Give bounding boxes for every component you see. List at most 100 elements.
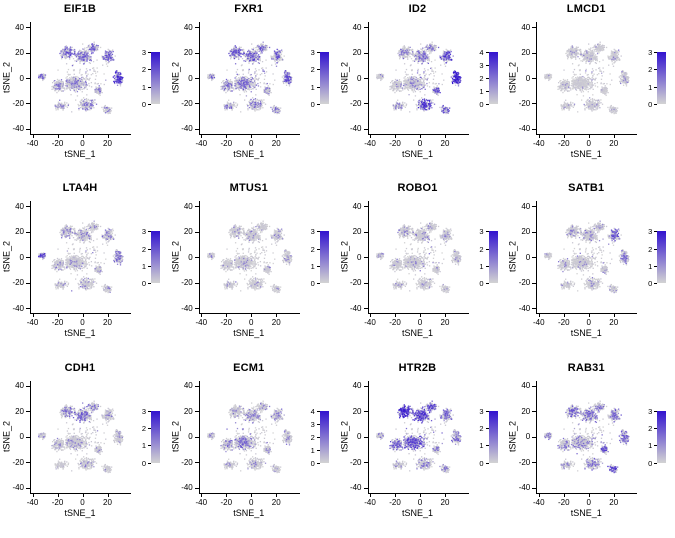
expression-colorbar-gradient: [151, 231, 160, 284]
x-tick-mark: [588, 314, 590, 318]
colorbar-tick-mark: [316, 69, 320, 71]
y-tick-label: 0: [525, 432, 531, 442]
y-tick-mark: [532, 27, 537, 29]
tsne-panel-HTR2B: HTR2B tSNE_2 tSNE_1 -40 -20 0 20 40 20 0 -20 -40…: [338, 359, 507, 538]
x-tick-label: -40: [26, 497, 39, 507]
x-tick-label: -20: [51, 318, 64, 328]
y-tick-label: 0: [188, 432, 193, 442]
expression-colorbar-gradient: [657, 231, 667, 284]
x-tick-label: 20: [609, 318, 619, 328]
y-tick-label: 0: [357, 432, 362, 442]
x-tick-mark: [395, 314, 396, 318]
x-tick-mark: [538, 314, 540, 318]
y-tick-label: 40: [183, 22, 193, 32]
x-tick-label: -20: [51, 139, 64, 148]
expression-colorbar-gradient: [488, 410, 498, 463]
y-tick-label: -40: [181, 483, 193, 493]
y-tick-label: 20: [15, 227, 24, 237]
colorbar-tick-label: 0: [141, 100, 146, 109]
panel-title-gene-name: ECM1: [233, 361, 265, 374]
x-tick-mark: [276, 493, 278, 497]
y-tick-mark: [26, 78, 30, 79]
x-tick-label: 0: [586, 497, 591, 507]
y-tick-mark: [363, 385, 368, 387]
x-axis-label: tSNE_1: [64, 149, 96, 159]
y-tick-label: -20: [349, 278, 362, 288]
y-tick-mark: [532, 206, 537, 208]
y-tick-mark: [363, 308, 368, 310]
x-tick-label: 20: [271, 318, 281, 328]
colorbar-tick-mark: [148, 265, 151, 267]
x-tick-label: -20: [220, 139, 233, 148]
x-tick-mark: [370, 493, 371, 497]
x-axis-label: tSNE_1: [233, 328, 265, 339]
y-tick-mark: [363, 257, 368, 259]
plot-area: [30, 22, 131, 135]
x-tick-label: -40: [532, 139, 545, 148]
y-tick-mark: [363, 231, 368, 233]
y-tick-label: -40: [181, 303, 193, 313]
y-tick-mark: [532, 257, 537, 259]
x-tick-label: 0: [249, 497, 254, 507]
y-tick-label: 40: [352, 201, 362, 211]
y-tick-label: 40: [15, 201, 24, 211]
colorbar-tick-mark: [654, 86, 658, 88]
y-tick-mark: [532, 231, 537, 233]
tsne-panel-EIF1B: EIF1B tSNE_2 tSNE_1 -40 -20 0 20 40 20 0 -20 -40…: [0, 0, 169, 179]
y-tick-mark: [26, 487, 30, 489]
y-tick-label: 0: [188, 252, 193, 262]
colorbar-tick-label: 3: [310, 227, 315, 237]
x-tick-mark: [57, 135, 59, 138]
x-tick-label: 0: [417, 318, 423, 328]
panel-title-gene-name: LTA4H: [62, 182, 98, 195]
colorbar-tick-label: 2: [310, 65, 315, 75]
x-tick-label: -20: [389, 497, 401, 507]
x-axis-label: tSNE_1: [401, 328, 434, 339]
x-tick-mark: [201, 493, 203, 497]
colorbar-tick-label: 0: [648, 458, 653, 468]
colorbar-tick-label: 1: [648, 82, 653, 92]
panel-title-gene-name: ID2: [408, 3, 427, 15]
x-tick-mark: [538, 135, 540, 138]
x-tick-label: -20: [220, 318, 233, 328]
colorbar-tick-mark: [485, 248, 489, 250]
tsne-scatter-canvas: [31, 22, 131, 134]
x-tick-label: -40: [364, 318, 376, 328]
y-tick-mark: [532, 487, 537, 489]
colorbar-tick-label: 3: [141, 227, 146, 237]
colorbar-tick-mark: [148, 410, 151, 412]
y-tick-label: 0: [525, 252, 531, 262]
colorbar-tick-label: 2: [648, 423, 653, 433]
plot-area: [198, 22, 300, 135]
y-tick-mark: [194, 462, 199, 464]
plot-area: [367, 201, 469, 315]
x-tick-mark: [445, 493, 446, 497]
colorbar-tick-label: 0: [479, 458, 484, 468]
y-tick-label: -40: [349, 124, 362, 134]
colorbar-tick-label: 1: [310, 445, 315, 455]
x-tick-label: 0: [586, 318, 591, 328]
colorbar-tick-mark: [316, 283, 320, 285]
y-tick-label: 0: [188, 73, 193, 83]
x-tick-mark: [32, 493, 34, 497]
y-tick-mark: [194, 103, 199, 105]
colorbar-tick-label: 0: [479, 279, 484, 289]
panel-title-gene-name: MTUS1: [229, 182, 268, 195]
y-tick-mark: [532, 282, 537, 284]
colorbar-tick-label: 2: [310, 244, 315, 254]
colorbar-tick-mark: [148, 86, 151, 88]
plot-area: [198, 201, 300, 315]
x-tick-mark: [107, 314, 109, 318]
x-axis-label: tSNE_1: [233, 507, 265, 518]
x-tick-mark: [563, 493, 565, 497]
x-tick-label: -40: [364, 139, 376, 148]
x-tick-mark: [201, 314, 203, 318]
colorbar-tick-label: 2: [141, 244, 146, 254]
x-axis-label: tSNE_1: [570, 149, 602, 159]
colorbar-tick-mark: [316, 462, 320, 464]
colorbar-tick-mark: [485, 104, 489, 105]
colorbar-tick-mark: [316, 410, 320, 412]
colorbar-tick-mark: [654, 231, 658, 233]
colorbar-tick-label: 1: [141, 261, 146, 271]
